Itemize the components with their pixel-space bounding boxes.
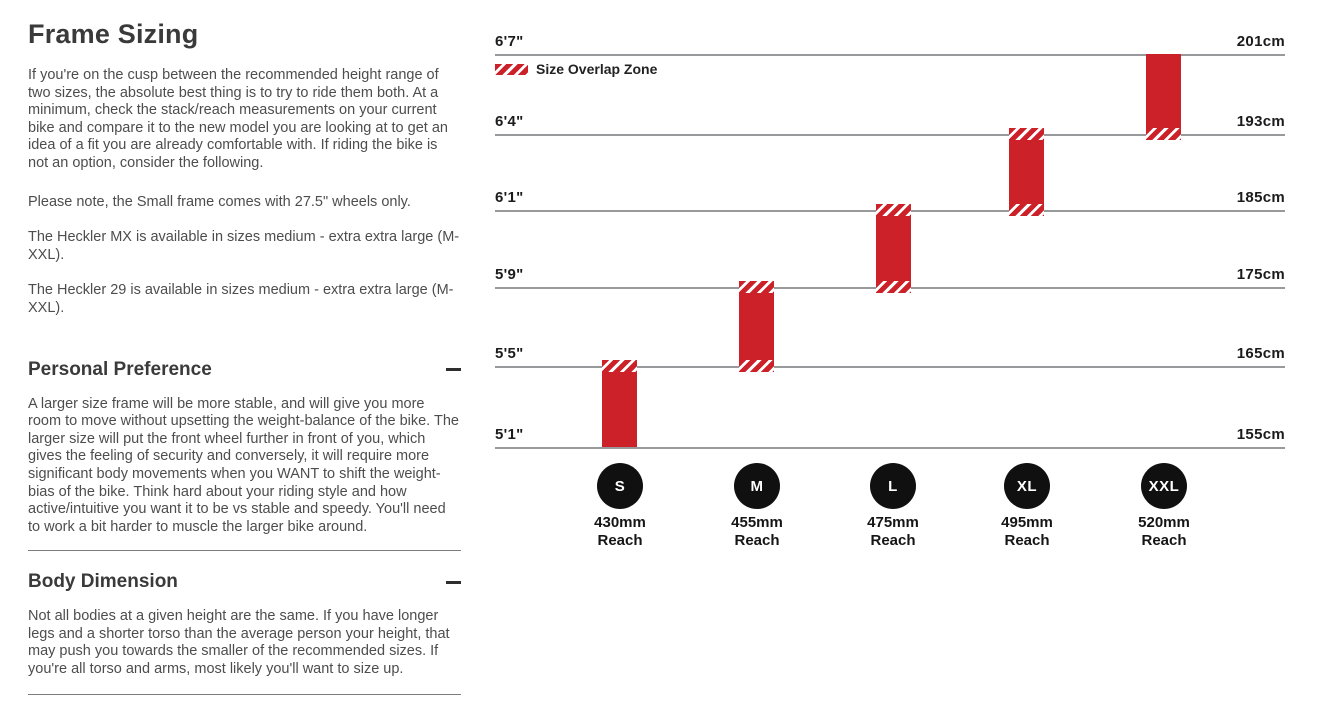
size-bar-l <box>876 204 911 293</box>
height-label-imperial: 6'1" <box>495 189 524 206</box>
reach-label-l: 475mm Reach <box>843 514 943 549</box>
section-body: A larger size frame will be more stable,… <box>28 395 459 535</box>
reach-label-xl: 495mm Reach <box>977 514 1077 549</box>
collapse-minus-icon[interactable] <box>446 368 461 372</box>
size-badge-s: S <box>597 463 643 509</box>
gridline-155cm <box>495 447 1285 449</box>
size-badge-xxl: XXL <box>1141 463 1187 509</box>
section-divider <box>28 550 461 552</box>
reach-word: Reach <box>734 531 780 549</box>
height-label-imperial: 5'9" <box>495 266 524 283</box>
height-label-imperial: 6'7" <box>495 33 524 50</box>
reach-word: Reach <box>1141 531 1187 549</box>
size-badge-m: M <box>734 463 780 509</box>
height-label-imperial: 5'1" <box>495 426 524 443</box>
page-title: Frame Sizing <box>28 19 199 49</box>
gridline-165cm <box>495 366 1285 368</box>
reach-value: 475mm <box>867 514 919 531</box>
height-label-metric: 185cm <box>1236 189 1285 206</box>
section-personal-preference: Personal Preference A larger size frame … <box>28 359 461 537</box>
height-label-metric: 193cm <box>1236 113 1285 130</box>
size-bar-xl <box>1009 128 1044 216</box>
legend-label: Size Overlap Zone <box>536 61 658 77</box>
size-badge-l: L <box>870 463 916 509</box>
section-body-dimension-header[interactable]: Body Dimension <box>28 571 461 593</box>
overlap-zone-icon <box>1146 128 1181 140</box>
reach-label-m: 455mm Reach <box>707 514 807 549</box>
size-bar-xxl <box>1146 54 1181 140</box>
reach-word: Reach <box>870 531 916 549</box>
height-label-metric: 201cm <box>1236 33 1285 50</box>
overlap-zone-icon <box>1009 204 1044 216</box>
reach-word: Reach <box>597 531 643 549</box>
intro-paragraph-3: The Heckler MX is available in sizes med… <box>28 229 460 263</box>
overlap-zone-icon <box>739 360 774 372</box>
overlap-hatch-swatch-icon <box>495 63 528 75</box>
reach-value: 455mm <box>731 514 783 531</box>
height-label-imperial: 6'4" <box>495 113 524 130</box>
size-badge-xl: XL <box>1004 463 1050 509</box>
gridline-193cm <box>495 134 1285 136</box>
collapse-minus-icon[interactable] <box>446 580 461 584</box>
sizing-info-column: Frame Sizing If you're on the cusp betwe… <box>28 0 461 715</box>
section-heading: Body Dimension <box>28 571 178 593</box>
section-body: Not all bodies at a given height are the… <box>28 608 450 678</box>
intro-paragraph-4: The Heckler 29 is available in sizes med… <box>28 282 454 316</box>
section-body-dimension: Body Dimension Not all bodies at a given… <box>28 571 461 678</box>
size-overlap-legend: Size Overlap Zone <box>495 61 657 77</box>
height-label-imperial: 5'5" <box>495 345 524 362</box>
reach-value: 430mm <box>594 514 646 531</box>
frame-size-chart: 6'7" 6'4" 6'1" 5'9" 5'5" 5'1" 201cm 193c… <box>488 0 1288 698</box>
overlap-zone-icon <box>876 204 911 216</box>
overlap-zone-icon <box>876 281 911 293</box>
reach-value: 495mm <box>1001 514 1053 531</box>
reach-label-s: 430mm Reach <box>570 514 670 549</box>
overlap-zone-icon <box>602 360 637 372</box>
intro-paragraph-2: Please note, the Small frame comes with … <box>28 193 411 210</box>
height-label-metric: 175cm <box>1236 266 1285 283</box>
reach-label-xxl: 520mm Reach <box>1114 514 1214 549</box>
size-bar-m <box>739 281 774 372</box>
intro-paragraph-1: If you're on the cusp between the recomm… <box>28 67 448 171</box>
height-label-metric: 155cm <box>1236 426 1285 443</box>
section-personal-preference-header[interactable]: Personal Preference <box>28 359 461 381</box>
height-label-metric: 165cm <box>1236 345 1285 362</box>
section-divider <box>28 693 461 695</box>
section-heading: Personal Preference <box>28 358 212 380</box>
overlap-zone-icon <box>1009 128 1044 140</box>
reach-value: 520mm <box>1138 514 1190 531</box>
reach-word: Reach <box>1004 531 1050 549</box>
overlap-zone-icon <box>739 281 774 293</box>
size-bar-s <box>602 360 637 447</box>
gridline-201cm <box>495 54 1285 56</box>
